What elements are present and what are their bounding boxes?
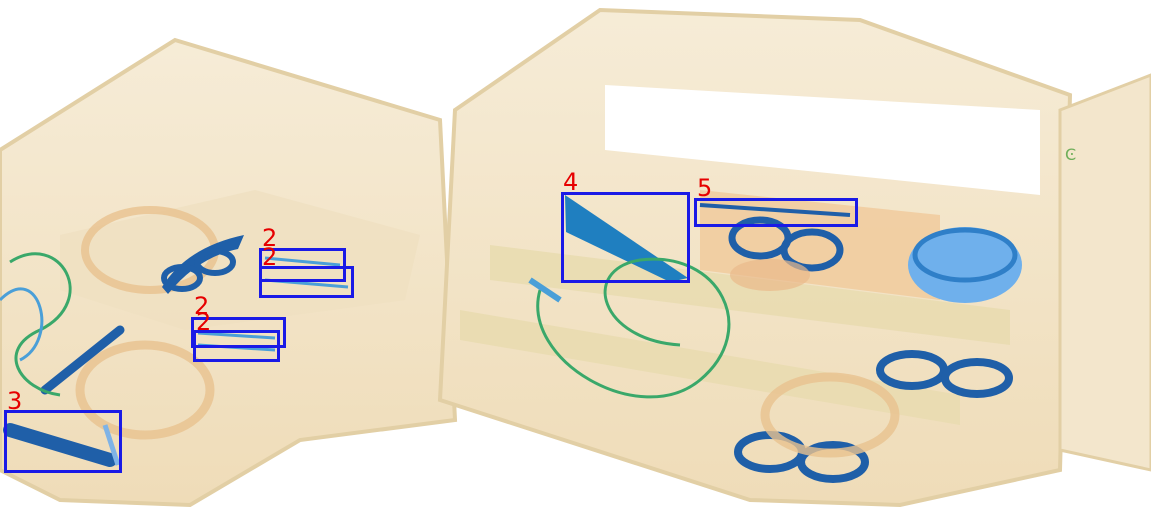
detection-label-2c: 2	[194, 292, 210, 320]
detection-label-2b: 2	[262, 243, 278, 271]
svg-text:Ͼ: Ͼ	[1065, 145, 1076, 164]
detection-box-2b	[259, 266, 354, 298]
detection-box-5	[694, 198, 858, 227]
detection-label-5: 5	[697, 174, 713, 202]
detection-box-3	[4, 410, 122, 473]
detection-label-2a: 2	[262, 224, 278, 252]
detection-box-2c	[191, 317, 286, 348]
detection-label-4: 4	[563, 168, 579, 196]
right-bag: Ͼ	[437, 7, 1151, 508]
detection-box-2a	[259, 248, 346, 282]
detection-label-2d: 2	[196, 308, 212, 336]
detection-box-4	[561, 192, 690, 283]
detection-box-2d	[193, 330, 280, 362]
detection-label-3: 3	[7, 387, 23, 415]
